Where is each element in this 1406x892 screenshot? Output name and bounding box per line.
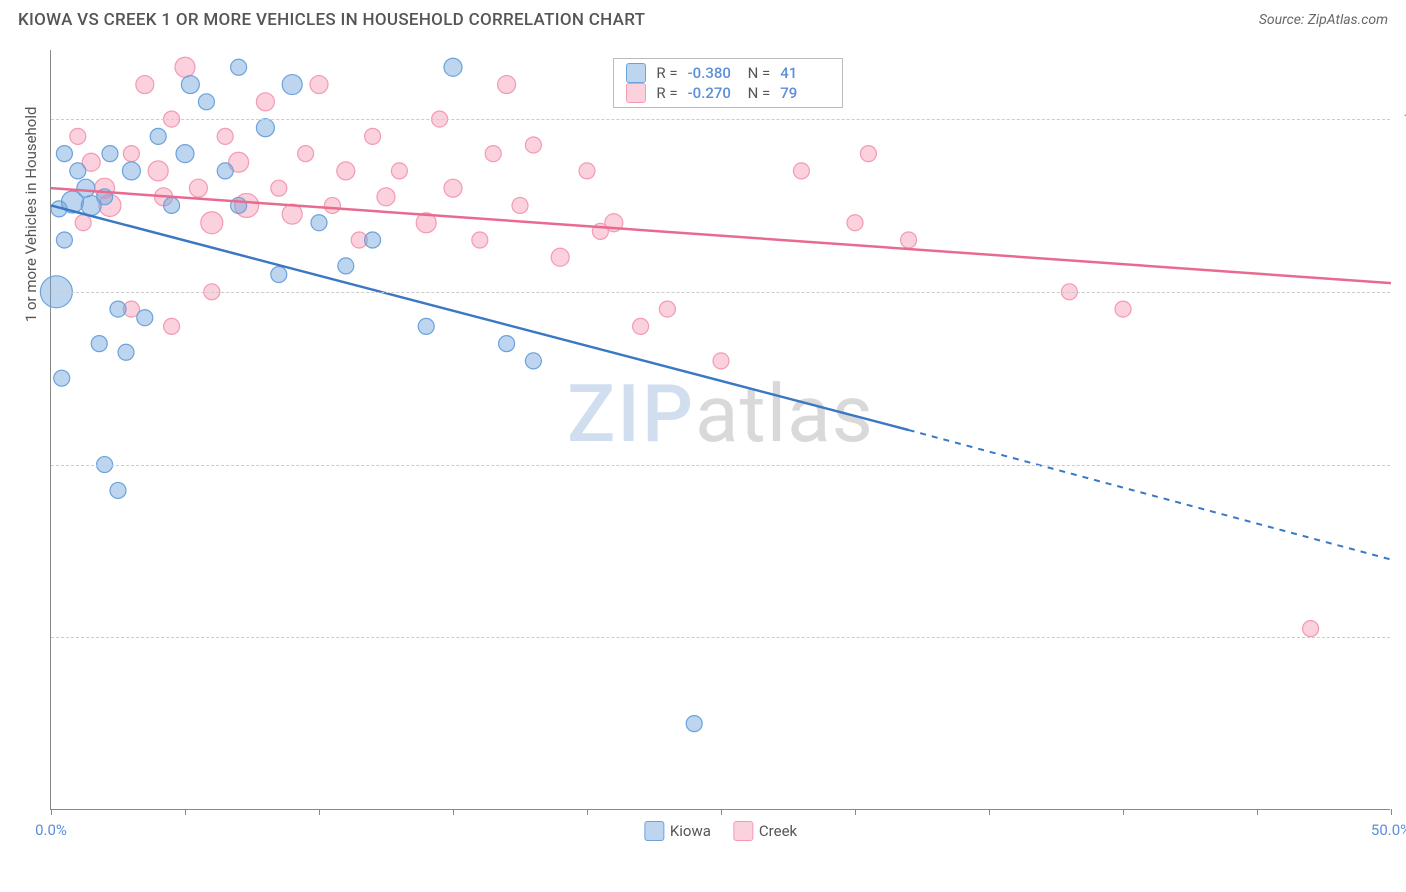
creek-legend-swatch	[733, 821, 753, 841]
stats-row-creek: R = -0.270 N = 79	[626, 83, 830, 103]
chart-plot-area: ZIPatlas R = -0.380 N = 41 R = -0.270 N …	[50, 50, 1390, 810]
bottom-legend: Kiowa Creek	[644, 821, 797, 841]
chart-title: KIOWA VS CREEK 1 OR MORE VEHICLES IN HOU…	[18, 10, 645, 30]
plot-svg	[51, 50, 1390, 809]
legend-item-kiowa: Kiowa	[644, 821, 711, 841]
kiowa-legend-swatch	[644, 821, 664, 841]
stats-row-kiowa: R = -0.380 N = 41	[626, 63, 830, 83]
y-axis-title: 1 or more Vehicles in Household	[22, 107, 40, 323]
x-tick-label: 50.0%	[1371, 821, 1406, 839]
legend-item-creek: Creek	[733, 821, 797, 841]
creek-swatch	[626, 83, 646, 103]
source-attribution: Source: ZipAtlas.com	[1259, 12, 1388, 28]
x-tick-label: 0.0%	[35, 821, 67, 839]
kiowa-swatch	[626, 63, 646, 83]
stats-legend-box: R = -0.380 N = 41 R = -0.270 N = 79	[613, 58, 843, 108]
